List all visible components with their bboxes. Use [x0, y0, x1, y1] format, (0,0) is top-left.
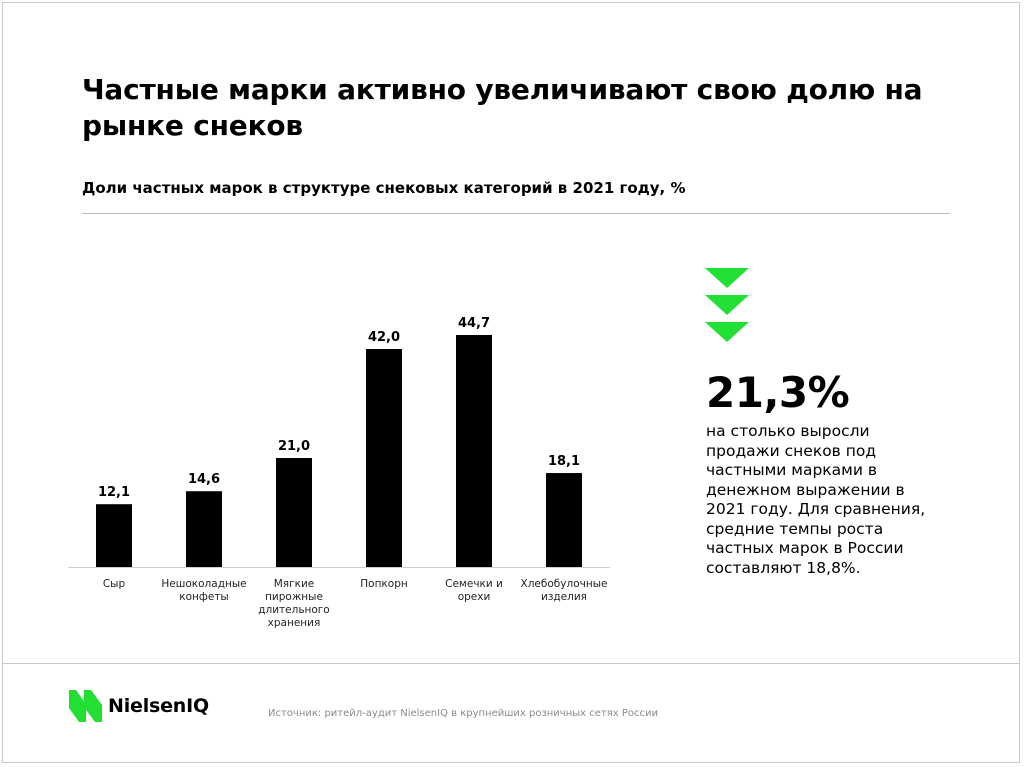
bar-value-label: 42,0: [368, 330, 400, 345]
callout-value: 21,3%: [706, 368, 850, 417]
bar: [546, 473, 582, 567]
divider: [82, 213, 950, 214]
bar: [456, 335, 492, 567]
chart-subtitle: Доли частных марок в структуре снековых …: [82, 179, 686, 197]
source-note: Источник: ритейл-аудит NielsenIQ в крупн…: [268, 708, 658, 719]
bar: [366, 349, 402, 567]
category-label: Попкорн: [360, 578, 407, 590]
triple-chevron-down-icon: [705, 268, 749, 342]
bar-value-label: 12,1: [98, 485, 130, 500]
page-title: Частные марки активно увеличивают свою д…: [82, 73, 923, 142]
category-label: Нешоколадные конфеты: [161, 578, 246, 603]
bar: [276, 458, 312, 567]
nielseniq-logo-icon: [69, 690, 102, 722]
category-label: Семечки и орехи: [445, 578, 503, 603]
bar: [96, 504, 132, 567]
category-label: Хлебобулочные изделия: [521, 578, 608, 603]
category-label: Мягкие пирожные длительного хранения: [258, 578, 330, 629]
callout-text: на столько выросли продажи снеков под ча…: [706, 422, 926, 577]
logo-text: NielsenIQ: [108, 695, 209, 717]
category-label: Сыр: [103, 578, 126, 590]
footer-divider: [2, 663, 1020, 664]
bar-value-label: 18,1: [548, 454, 580, 469]
bar-value-label: 14,6: [188, 472, 220, 487]
bar-value-label: 44,7: [458, 316, 490, 331]
bar: [186, 491, 222, 567]
nielseniq-logo: NielsenIQ: [68, 688, 209, 724]
bar-value-label: 21,0: [278, 439, 310, 454]
